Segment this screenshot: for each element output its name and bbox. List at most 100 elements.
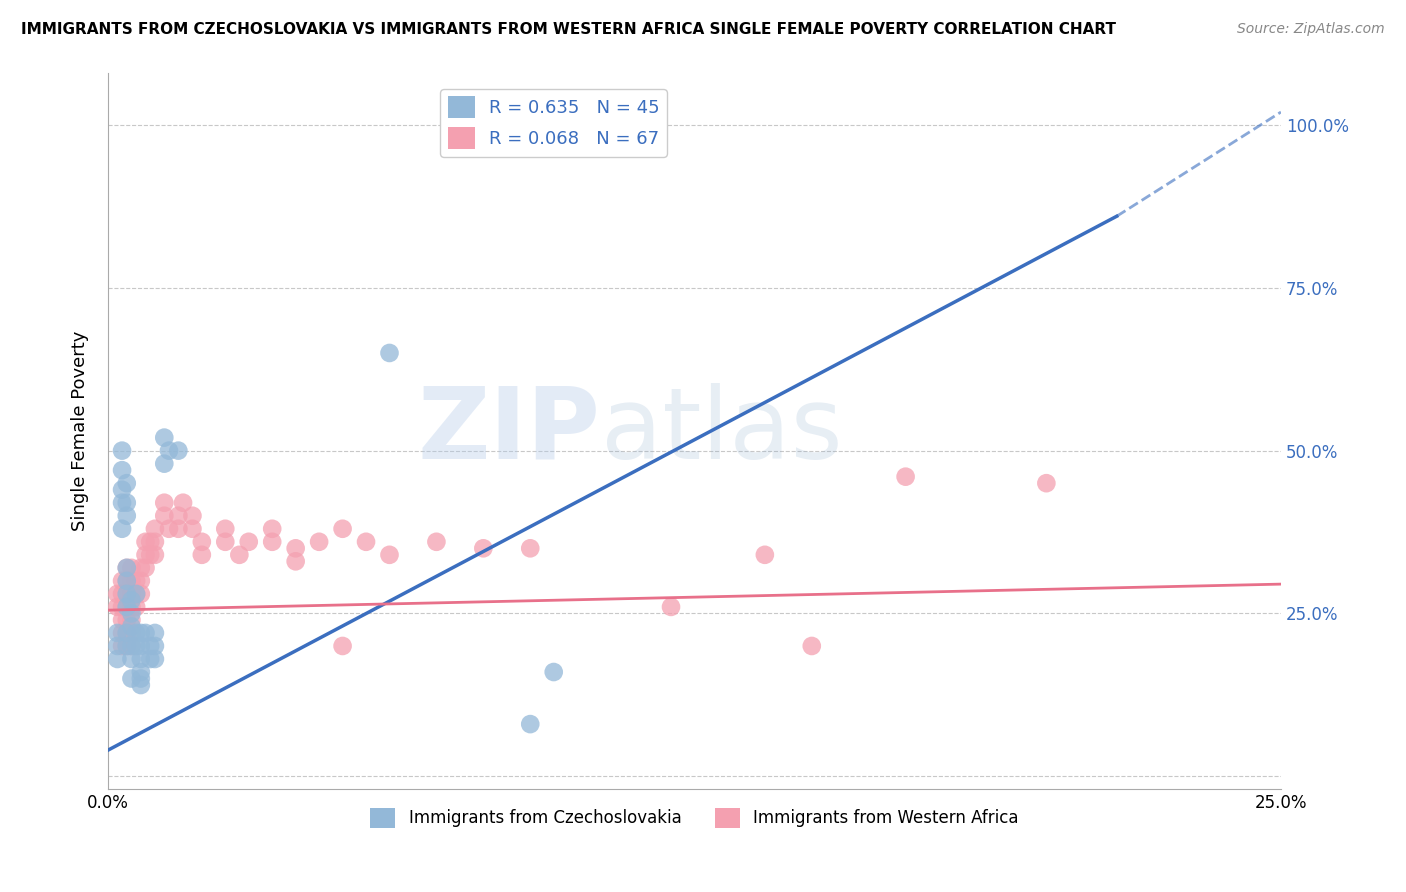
Point [139, 548, 162, 562]
Text: atlas: atlas [600, 383, 842, 480]
Point [111, 613, 134, 627]
Point [143, 522, 166, 536]
Point [115, 574, 138, 588]
Point [120, 607, 142, 621]
Point [143, 548, 166, 562]
Point [157, 522, 180, 536]
Point [754, 548, 776, 562]
Point [111, 574, 134, 588]
Point [262, 534, 284, 549]
Point [167, 443, 190, 458]
Point [115, 561, 138, 575]
Point [262, 522, 284, 536]
Point [129, 561, 152, 575]
Point [115, 476, 138, 491]
Point [1035, 476, 1057, 491]
Point [111, 443, 134, 458]
Point [191, 548, 214, 562]
Point [139, 534, 162, 549]
Point [129, 665, 152, 679]
Point [111, 483, 134, 497]
Point [800, 639, 823, 653]
Text: ZIP: ZIP [418, 383, 600, 480]
Point [125, 574, 148, 588]
Point [115, 639, 138, 653]
Point [228, 548, 250, 562]
Point [378, 548, 401, 562]
Point [472, 541, 495, 556]
Point [120, 672, 142, 686]
Point [143, 626, 166, 640]
Point [135, 561, 157, 575]
Point [120, 652, 142, 666]
Point [238, 534, 260, 549]
Point [111, 639, 134, 653]
Point [125, 599, 148, 614]
Point [105, 626, 128, 640]
Point [659, 599, 682, 614]
Point [308, 534, 330, 549]
Point [354, 534, 377, 549]
Point [191, 534, 214, 549]
Point [139, 652, 162, 666]
Point [172, 496, 194, 510]
Point [111, 463, 134, 477]
Point [129, 652, 152, 666]
Point [120, 619, 142, 633]
Point [284, 541, 307, 556]
Point [125, 639, 148, 653]
Point [135, 548, 157, 562]
Point [115, 599, 138, 614]
Point [120, 561, 142, 575]
Point [129, 587, 152, 601]
Point [120, 587, 142, 601]
Point [125, 587, 148, 601]
Point [115, 587, 138, 601]
Point [111, 626, 134, 640]
Point [115, 561, 138, 575]
Point [115, 574, 138, 588]
Point [105, 599, 128, 614]
Point [153, 508, 176, 523]
Point [153, 496, 176, 510]
Point [111, 587, 134, 601]
Point [129, 672, 152, 686]
Point [284, 554, 307, 568]
Point [111, 496, 134, 510]
Point [143, 639, 166, 653]
Point [425, 534, 447, 549]
Point [543, 665, 565, 679]
Point [120, 626, 142, 640]
Point [167, 522, 190, 536]
Text: Source: ZipAtlas.com: Source: ZipAtlas.com [1237, 22, 1385, 37]
Point [153, 457, 176, 471]
Point [139, 639, 162, 653]
Point [115, 599, 138, 614]
Point [120, 613, 142, 627]
Point [111, 599, 134, 614]
Point [105, 587, 128, 601]
Point [120, 639, 142, 653]
Y-axis label: Single Female Poverty: Single Female Poverty [72, 331, 89, 532]
Point [129, 678, 152, 692]
Point [157, 443, 180, 458]
Point [181, 522, 204, 536]
Point [115, 613, 138, 627]
Point [167, 508, 190, 523]
Point [120, 639, 142, 653]
Point [519, 541, 541, 556]
Point [214, 534, 236, 549]
Legend: Immigrants from Czechoslovakia, Immigrants from Western Africa: Immigrants from Czechoslovakia, Immigran… [364, 801, 1025, 835]
Text: IMMIGRANTS FROM CZECHOSLOVAKIA VS IMMIGRANTS FROM WESTERN AFRICA SINGLE FEMALE P: IMMIGRANTS FROM CZECHOSLOVAKIA VS IMMIGR… [21, 22, 1116, 37]
Point [105, 652, 128, 666]
Point [143, 652, 166, 666]
Point [120, 574, 142, 588]
Point [135, 626, 157, 640]
Point [153, 431, 176, 445]
Point [181, 508, 204, 523]
Point [105, 639, 128, 653]
Point [378, 346, 401, 360]
Point [115, 626, 138, 640]
Point [135, 534, 157, 549]
Point [115, 496, 138, 510]
